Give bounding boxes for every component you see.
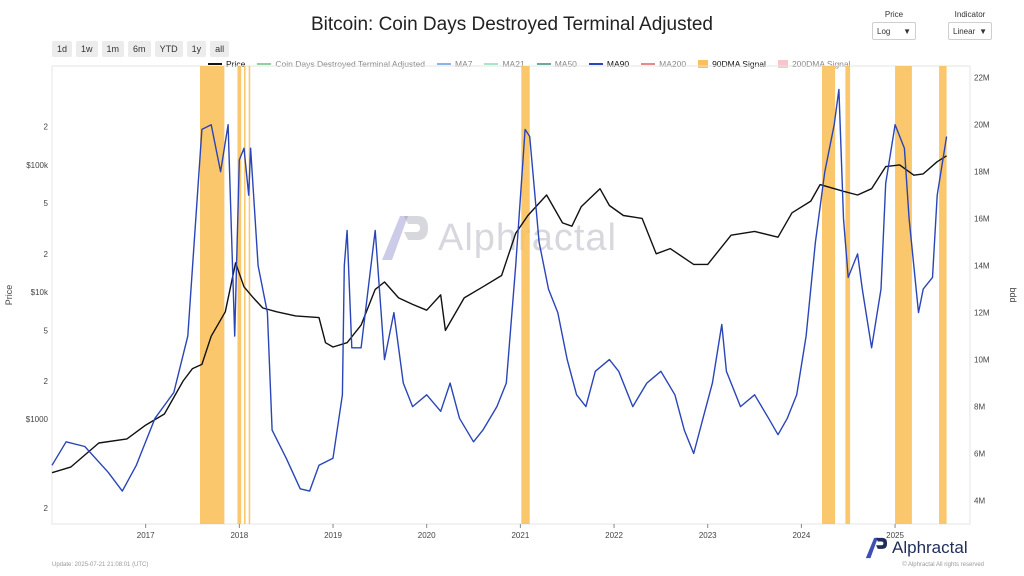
- x-tick-label: 2021: [511, 531, 529, 540]
- legend-label: Price: [226, 59, 246, 69]
- price-scale-control: Price Log ▼: [872, 10, 916, 40]
- chart-legend: Price Coin Days Destroyed Terminal Adjust…: [208, 59, 851, 69]
- right-tick-label: 18M: [974, 168, 990, 177]
- legend-swatch: [588, 63, 603, 65]
- x-tick-label: 2019: [324, 531, 342, 540]
- left-axis-label: Price: [4, 285, 14, 306]
- legend-swatch: [484, 63, 499, 65]
- left-tick-label: 2: [44, 504, 49, 513]
- right-tick-label: 20M: [974, 121, 990, 130]
- signal-90dma-band: [821, 66, 836, 524]
- alphractal-logo-icon: [865, 537, 888, 559]
- legend-swatch: [208, 63, 222, 65]
- ma90-line: [51, 88, 948, 492]
- price-scale-label: Price: [884, 10, 904, 19]
- x-tick-label: 2022: [605, 531, 623, 540]
- legend-item[interactable]: 90DMA Signal: [698, 59, 766, 69]
- legend-label: MA90: [606, 59, 630, 69]
- legend-label: MA50: [554, 59, 577, 69]
- range-button-1y[interactable]: 1y: [186, 41, 207, 57]
- right-tick-label: 22M: [974, 74, 990, 83]
- brand-logo: Alphractal: [864, 536, 968, 560]
- price-scale-select[interactable]: Log ▼: [872, 22, 916, 40]
- legend-item[interactable]: 200DMA Signal: [777, 59, 851, 69]
- left-tick-label: $100k: [26, 161, 49, 170]
- signal-90dma-band: [895, 66, 912, 524]
- left-tick-label: 2: [44, 377, 49, 386]
- range-button-all[interactable]: all: [210, 41, 230, 57]
- right-tick-label: 10M: [974, 356, 990, 365]
- price-line: [51, 155, 947, 474]
- right-tick-label: 4M: [974, 497, 985, 506]
- legend-swatch: [777, 60, 788, 68]
- right-axis-label: bdd: [1008, 287, 1018, 302]
- chevron-down-icon: ▼: [979, 26, 987, 36]
- legend-item[interactable]: MA50: [536, 59, 577, 69]
- legend-item[interactable]: MA7: [436, 59, 473, 69]
- indicator-scale-select[interactable]: Linear ▼: [948, 22, 992, 40]
- range-button-1w[interactable]: 1w: [76, 41, 98, 57]
- left-tick-label: 5: [44, 199, 49, 208]
- left-tick-label: $10k: [31, 288, 49, 297]
- left-tick-label: 5: [44, 326, 49, 335]
- legend-item[interactable]: Coin Days Destroyed Terminal Adjusted: [257, 59, 425, 69]
- brand-text: Alphractal: [892, 538, 968, 557]
- legend-label: 200DMA Signal: [791, 59, 851, 69]
- alphractal-logo-icon: [382, 216, 428, 260]
- signal-90dma-band: [521, 66, 530, 524]
- x-tick-label: 2018: [230, 531, 248, 540]
- legend-swatch: [436, 63, 451, 65]
- legend-label: MA21: [502, 59, 525, 69]
- x-tick-label: 2017: [137, 531, 155, 540]
- signal-90dma-band: [244, 66, 246, 524]
- right-tick-label: 6M: [974, 450, 985, 459]
- left-tick-label: 2: [44, 250, 49, 259]
- x-tick-label: 2020: [418, 531, 436, 540]
- right-tick-label: 12M: [974, 309, 990, 318]
- indicator-scale-label: Indicator: [954, 10, 986, 19]
- right-tick-label: 8M: [974, 403, 985, 412]
- signal-90dma-band: [939, 66, 947, 524]
- left-tick-label: 2: [44, 123, 49, 132]
- legend-label: MA7: [454, 59, 473, 69]
- signal-90dma-band: [237, 66, 242, 524]
- chart-title: Bitcoin: Coin Days Destroyed Terminal Ad…: [310, 14, 713, 35]
- legend-label: Coin Days Destroyed Terminal Adjusted: [275, 59, 425, 69]
- legend-item[interactable]: Price: [208, 59, 245, 69]
- right-tick-label: 16M: [974, 215, 990, 224]
- signal-90dma-band: [845, 66, 851, 524]
- legend-swatch: [536, 63, 551, 65]
- update-timestamp: Update: 2025-07-21 21:08:01 (UTC): [52, 562, 149, 568]
- indicator-scale-value: Linear: [953, 26, 976, 36]
- right-tick-label: 14M: [974, 262, 990, 271]
- range-button-1m[interactable]: 1m: [101, 41, 125, 57]
- x-tick-label: 2023: [699, 531, 717, 540]
- legend-item[interactable]: MA90: [588, 59, 630, 69]
- legend-label: MA200: [659, 59, 687, 69]
- legend-swatch: [698, 60, 709, 68]
- range-buttons: 1d 1w 1m 6m YTD 1y all: [52, 41, 230, 57]
- plot-area: [51, 65, 971, 525]
- legend-swatch: [641, 63, 656, 65]
- chevron-down-icon: ▼: [903, 26, 911, 36]
- copyright: © Alphractal All rights reserved: [902, 562, 984, 568]
- legend-item[interactable]: MA200: [641, 59, 686, 69]
- x-tick-label: 2025: [886, 531, 904, 540]
- legend-item[interactable]: MA21: [484, 59, 525, 69]
- signal-90dma-band: [200, 66, 225, 524]
- range-button-6m[interactable]: 6m: [128, 41, 151, 57]
- price-scale-value: Log: [877, 26, 891, 36]
- legend-swatch: [257, 63, 272, 65]
- x-tick-label: 2024: [792, 531, 810, 540]
- left-tick-label: $1000: [26, 415, 49, 424]
- indicator-scale-control: Indicator Linear ▼: [948, 10, 992, 40]
- range-button-1d[interactable]: 1d: [52, 41, 73, 57]
- signal-90dma-band: [248, 66, 251, 524]
- range-button-ytd[interactable]: YTD: [154, 41, 183, 57]
- legend-label: 90DMA Signal: [712, 59, 766, 69]
